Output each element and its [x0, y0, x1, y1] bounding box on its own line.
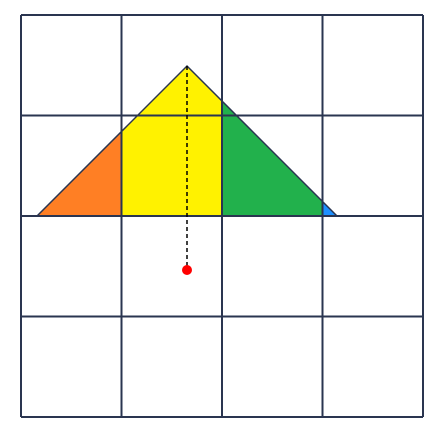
yellow-region — [121, 66, 222, 216]
grid — [20, 14, 424, 418]
green-region — [222, 101, 323, 216]
red-point — [182, 265, 192, 275]
altitude-group — [182, 66, 192, 275]
